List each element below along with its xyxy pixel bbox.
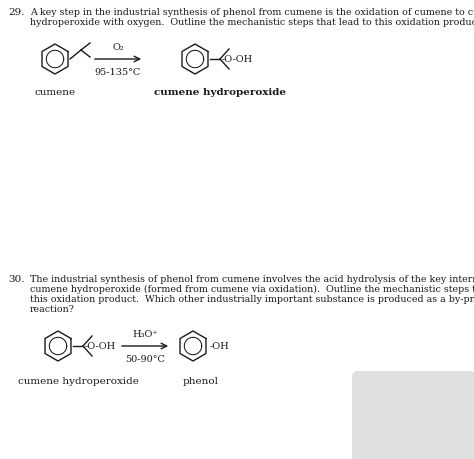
Text: cumene hydroperoxide (formed from cumene via oxidation).  Outline the mechanisti: cumene hydroperoxide (formed from cumene… <box>30 285 474 293</box>
Text: A key step in the industrial synthesis of phenol from cumene is the oxidation of: A key step in the industrial synthesis o… <box>30 8 474 17</box>
Text: this oxidation product.  Which other industrially important substance is produce: this oxidation product. Which other indu… <box>30 294 474 303</box>
Text: -O-OH: -O-OH <box>222 56 253 64</box>
Text: 50-90°C: 50-90°C <box>125 354 165 363</box>
Text: 30.: 30. <box>8 274 25 283</box>
Text: phenol: phenol <box>183 376 219 385</box>
Text: H₃O⁺: H₃O⁺ <box>132 329 158 338</box>
Text: cumene hydroperoxide: cumene hydroperoxide <box>154 88 286 97</box>
Text: The industrial synthesis of phenol from cumene involves the acid hydrolysis of t: The industrial synthesis of phenol from … <box>30 274 474 283</box>
Text: O₂: O₂ <box>112 43 124 52</box>
Text: reaction?: reaction? <box>30 304 75 313</box>
Text: cumene hydroperoxide: cumene hydroperoxide <box>18 376 138 385</box>
FancyBboxPatch shape <box>352 371 474 459</box>
Text: -O-OH: -O-OH <box>85 342 116 351</box>
Text: cumene: cumene <box>35 88 75 97</box>
Text: hydroperoxide with oxygen.  Outline the mechanistic steps that lead to this oxid: hydroperoxide with oxygen. Outline the m… <box>30 18 474 27</box>
Text: 29.: 29. <box>8 8 25 17</box>
Text: 95-135°C: 95-135°C <box>95 68 141 77</box>
Text: -OH: -OH <box>210 342 230 351</box>
